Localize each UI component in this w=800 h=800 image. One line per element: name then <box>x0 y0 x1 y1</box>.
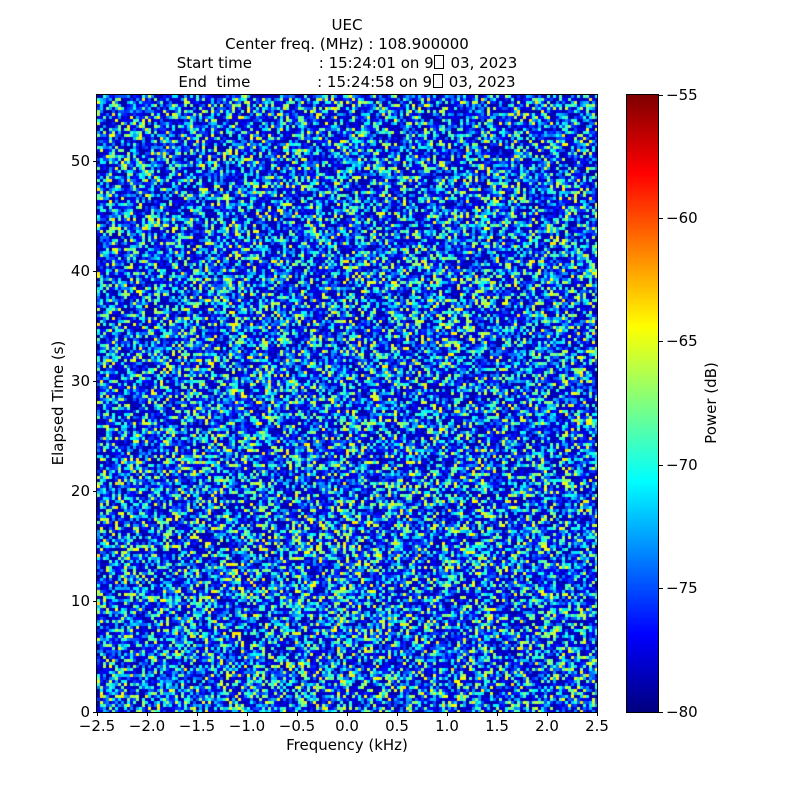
x-tick-label: 0.0 <box>335 717 359 735</box>
colorbar-tick-mark <box>658 464 663 466</box>
y-tick-mark <box>93 491 97 493</box>
colorbar-tick-label: −65 <box>666 332 698 351</box>
x-tick-label: −2.5 <box>78 717 116 735</box>
x-tick-mark <box>96 712 98 716</box>
x-tick-mark <box>196 712 198 716</box>
y-tick-mark <box>93 380 97 382</box>
missing-glyph-box-icon <box>432 74 443 88</box>
end-time-text: End time : 15:24:58 on 9 <box>178 73 433 91</box>
y-axis-label: Elapsed Time (s) <box>49 340 67 466</box>
colorbar-tick-label: −70 <box>666 455 698 474</box>
x-tick-label: 0.5 <box>385 717 409 735</box>
y-tick-mark <box>93 160 97 162</box>
x-tick-label: −0.5 <box>278 717 316 735</box>
y-tick-label: 30 <box>70 371 90 390</box>
y-tick-label: 50 <box>70 151 90 170</box>
colorbar-tick-mark <box>658 341 663 343</box>
end-date-text: 03, 2023 <box>444 73 516 91</box>
x-axis-label: Frequency (kHz) <box>286 736 408 754</box>
plot-title: UEC <box>331 16 363 34</box>
x-tick-mark <box>496 712 498 716</box>
y-tick-mark <box>93 270 97 272</box>
start-time-line: Start time : 15:24:01 on 9 03, 2023 <box>97 54 597 73</box>
y-tick-mark <box>93 601 97 603</box>
colorbar-tick-mark <box>658 588 663 590</box>
x-tick-mark <box>296 712 298 716</box>
colorbar-tick-mark <box>658 217 663 219</box>
x-tick-mark <box>346 712 348 716</box>
colorbar-tick-label: −75 <box>666 579 698 598</box>
x-tick-mark <box>146 712 148 716</box>
x-tick-label: 2.0 <box>535 717 559 735</box>
plot-area <box>96 94 598 713</box>
start-date-text: 03, 2023 <box>445 54 518 72</box>
center-freq-line: Center freq. (MHz) : 108.900000 <box>225 35 469 53</box>
colorbar-tick-label: −80 <box>666 702 698 721</box>
x-tick-label: 1.0 <box>435 717 459 735</box>
colorbar-gradient <box>627 95 658 712</box>
missing-glyph-box-icon <box>434 55 445 69</box>
start-time-text: Start time : 15:24:01 on 9 <box>176 54 434 72</box>
end-time-line: End time : 15:24:58 on 9 03, 2023 <box>97 73 597 92</box>
x-tick-mark <box>446 712 448 716</box>
x-tick-label: 1.5 <box>485 717 509 735</box>
x-tick-mark <box>546 712 548 716</box>
colorbar <box>626 94 659 713</box>
colorbar-tick-label: −60 <box>666 208 698 227</box>
x-tick-label: 2.5 <box>585 717 609 735</box>
x-tick-mark <box>596 712 598 716</box>
colorbar-tick-mark <box>658 94 663 96</box>
x-tick-mark <box>246 712 248 716</box>
x-tick-label: −2.0 <box>128 717 166 735</box>
y-tick-label: 0 <box>80 702 90 721</box>
y-tick-label: 10 <box>70 592 90 611</box>
colorbar-label: Power (dB) <box>702 362 720 444</box>
spectrogram-heatmap <box>97 95 597 712</box>
title-block: UEC Center freq. (MHz) : 108.900000 Star… <box>97 16 597 92</box>
y-tick-mark <box>93 711 97 713</box>
colorbar-tick-mark <box>658 711 663 713</box>
x-tick-label: −1.0 <box>228 717 266 735</box>
x-tick-label: −1.5 <box>178 717 216 735</box>
y-tick-label: 20 <box>70 482 90 501</box>
x-tick-mark <box>396 712 398 716</box>
colorbar-tick-label: −55 <box>666 85 698 104</box>
y-tick-label: 40 <box>70 261 90 280</box>
